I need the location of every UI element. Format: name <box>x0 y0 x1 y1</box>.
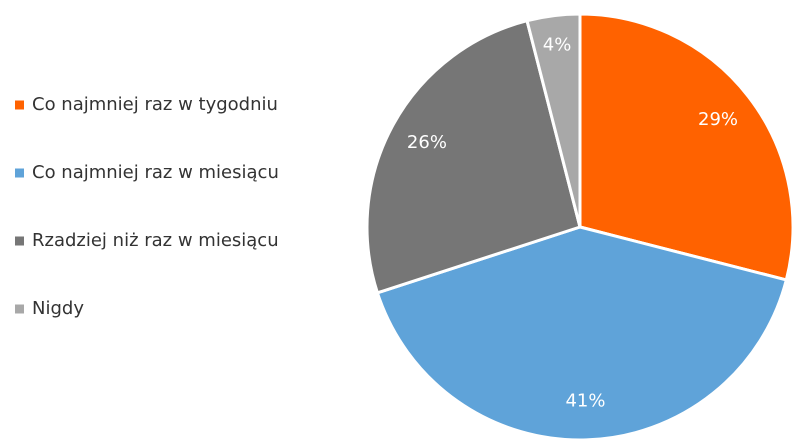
pie-slice <box>365 18 582 295</box>
legend-swatch <box>15 304 24 314</box>
legend-swatch <box>15 168 24 178</box>
pie-slice <box>578 12 794 282</box>
value-label: 41% <box>565 391 605 412</box>
legend-entry: Co najmniej raz w miesiącu <box>32 162 279 183</box>
value-label: 26% <box>407 132 447 153</box>
legend-swatch <box>15 100 24 110</box>
value-label: 29% <box>698 109 738 130</box>
legend-entry: Nigdy <box>32 298 84 319</box>
value-label: 4% <box>543 34 572 55</box>
legend-swatch <box>15 236 24 246</box>
pie-slice <box>375 225 789 442</box>
legend-entry: Co najmniej raz w tygodniu <box>32 94 278 115</box>
legend-entry: Rzadziej niż raz w miesiącu <box>32 230 279 251</box>
pie-slice <box>525 12 582 228</box>
